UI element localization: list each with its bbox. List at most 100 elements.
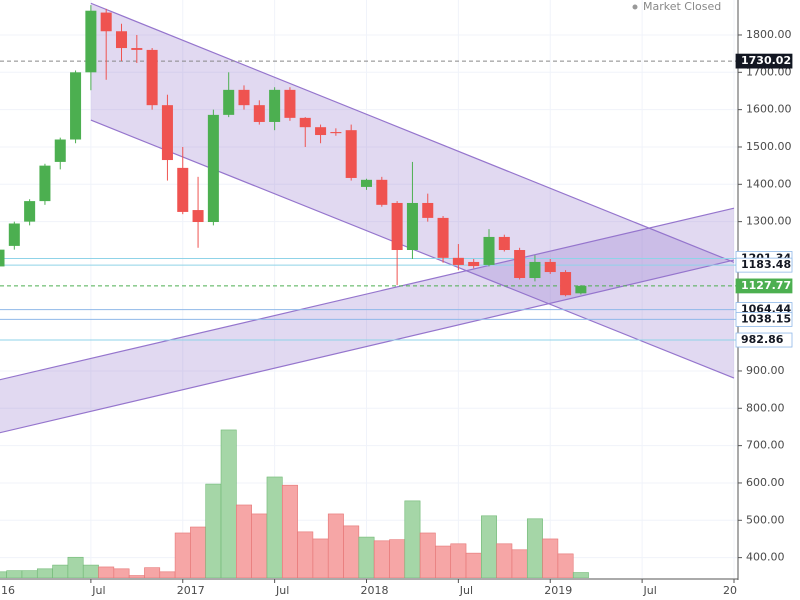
price-label: 1730.02	[741, 54, 791, 67]
candle-body	[39, 165, 51, 202]
volume-bar	[404, 500, 421, 578]
y-tick-label: 1400.00	[746, 177, 792, 190]
candle-body	[422, 202, 434, 218]
candle-body	[115, 31, 128, 49]
candle-body	[223, 89, 235, 115]
y-tick-label: 1700.00	[746, 65, 792, 78]
x-tick-label: 2019	[544, 584, 572, 597]
volume-bar	[67, 556, 84, 578]
y-tick-label: 1600.00	[746, 103, 792, 116]
candle-body	[70, 72, 82, 140]
candle-body	[560, 272, 572, 296]
volume-bar	[21, 570, 38, 578]
candle-body	[161, 105, 173, 161]
y-tick-label: 1300.00	[746, 215, 792, 228]
candle-body	[452, 257, 464, 265]
volume-bar	[373, 540, 390, 578]
channel-line	[90, 2, 735, 263]
price-label-box	[735, 257, 793, 273]
candle-body	[131, 48, 143, 50]
candle-body	[192, 210, 204, 223]
candle-body	[8, 223, 20, 246]
market-status: Market Closed	[643, 0, 721, 13]
price-label: 982.86	[741, 333, 784, 346]
candle-body	[575, 285, 587, 294]
candle-body	[85, 10, 97, 73]
channel-line	[0, 259, 735, 434]
volume-bar	[190, 526, 207, 578]
candle-body	[54, 139, 66, 162]
candle-body	[24, 201, 36, 222]
candle-body	[437, 217, 449, 258]
x-tick-label: 2017	[177, 584, 205, 597]
x-tick-label: Jul	[275, 584, 289, 597]
volume-bar	[205, 483, 222, 578]
x-tick-label: 16	[1, 584, 15, 597]
volume-bar	[511, 549, 528, 578]
volume-bar	[526, 518, 543, 578]
volume-bar	[435, 545, 452, 578]
volume-bar	[144, 567, 161, 578]
price-label: 1038.15	[741, 312, 791, 325]
candle-body	[406, 202, 418, 251]
x-tick-label: Jul	[642, 584, 656, 597]
x-tick-label: 20	[723, 584, 737, 597]
volume-bar	[557, 553, 574, 578]
candle-body	[146, 49, 158, 106]
y-tick-label: 700.00	[746, 439, 785, 452]
volume-bar	[52, 564, 69, 578]
y-tick-label: 900.00	[746, 364, 785, 377]
candle-body	[284, 89, 296, 118]
volume-bar	[343, 525, 360, 578]
candle-body	[207, 114, 219, 223]
y-tick-label: 1500.00	[746, 140, 792, 153]
x-tick-label: 2018	[361, 584, 389, 597]
volume-bar	[496, 543, 513, 578]
candle-body	[544, 261, 556, 273]
volume-bar	[36, 568, 53, 578]
candle-body	[360, 179, 373, 187]
volume-bar	[220, 429, 237, 578]
volume-bar	[281, 484, 298, 578]
candle-body	[468, 261, 480, 267]
candle-body	[0, 249, 5, 267]
candle-body	[483, 236, 495, 265]
x-tick-label: Jul	[91, 584, 105, 597]
volume-bar	[465, 552, 482, 578]
candle-body	[177, 167, 189, 212]
volume-bar	[159, 571, 176, 578]
volume-bar	[450, 543, 467, 578]
volume-bar	[266, 476, 283, 578]
volume-bar	[6, 570, 23, 578]
volume-bar	[297, 531, 314, 578]
volume-bar	[572, 572, 589, 578]
volume-bar	[358, 536, 375, 578]
candle-body	[238, 89, 250, 106]
volume-bar	[82, 564, 99, 578]
y-tick-label: 1800.00	[746, 28, 792, 41]
volume-bar	[419, 532, 436, 578]
price-label-box	[735, 311, 793, 327]
volume-bar	[236, 504, 252, 578]
price-label: 1183.48	[741, 258, 791, 271]
volume-bar	[113, 568, 130, 578]
candle-body	[376, 179, 388, 205]
volume-bar	[312, 538, 329, 578]
candle-body	[498, 236, 510, 251]
volume-bar	[481, 515, 497, 578]
candle-body	[330, 132, 342, 134]
volume-bar	[251, 513, 268, 578]
volume-bar	[128, 575, 145, 578]
volume-bar	[0, 571, 7, 578]
candle-body	[529, 261, 541, 279]
price-label-box	[735, 332, 793, 348]
candle-body	[299, 117, 311, 128]
x-tick-label: Jul	[459, 584, 473, 597]
candle-body	[269, 89, 281, 122]
volume-bar	[98, 566, 115, 578]
candle-body	[100, 12, 112, 32]
channel-line	[0, 207, 735, 381]
